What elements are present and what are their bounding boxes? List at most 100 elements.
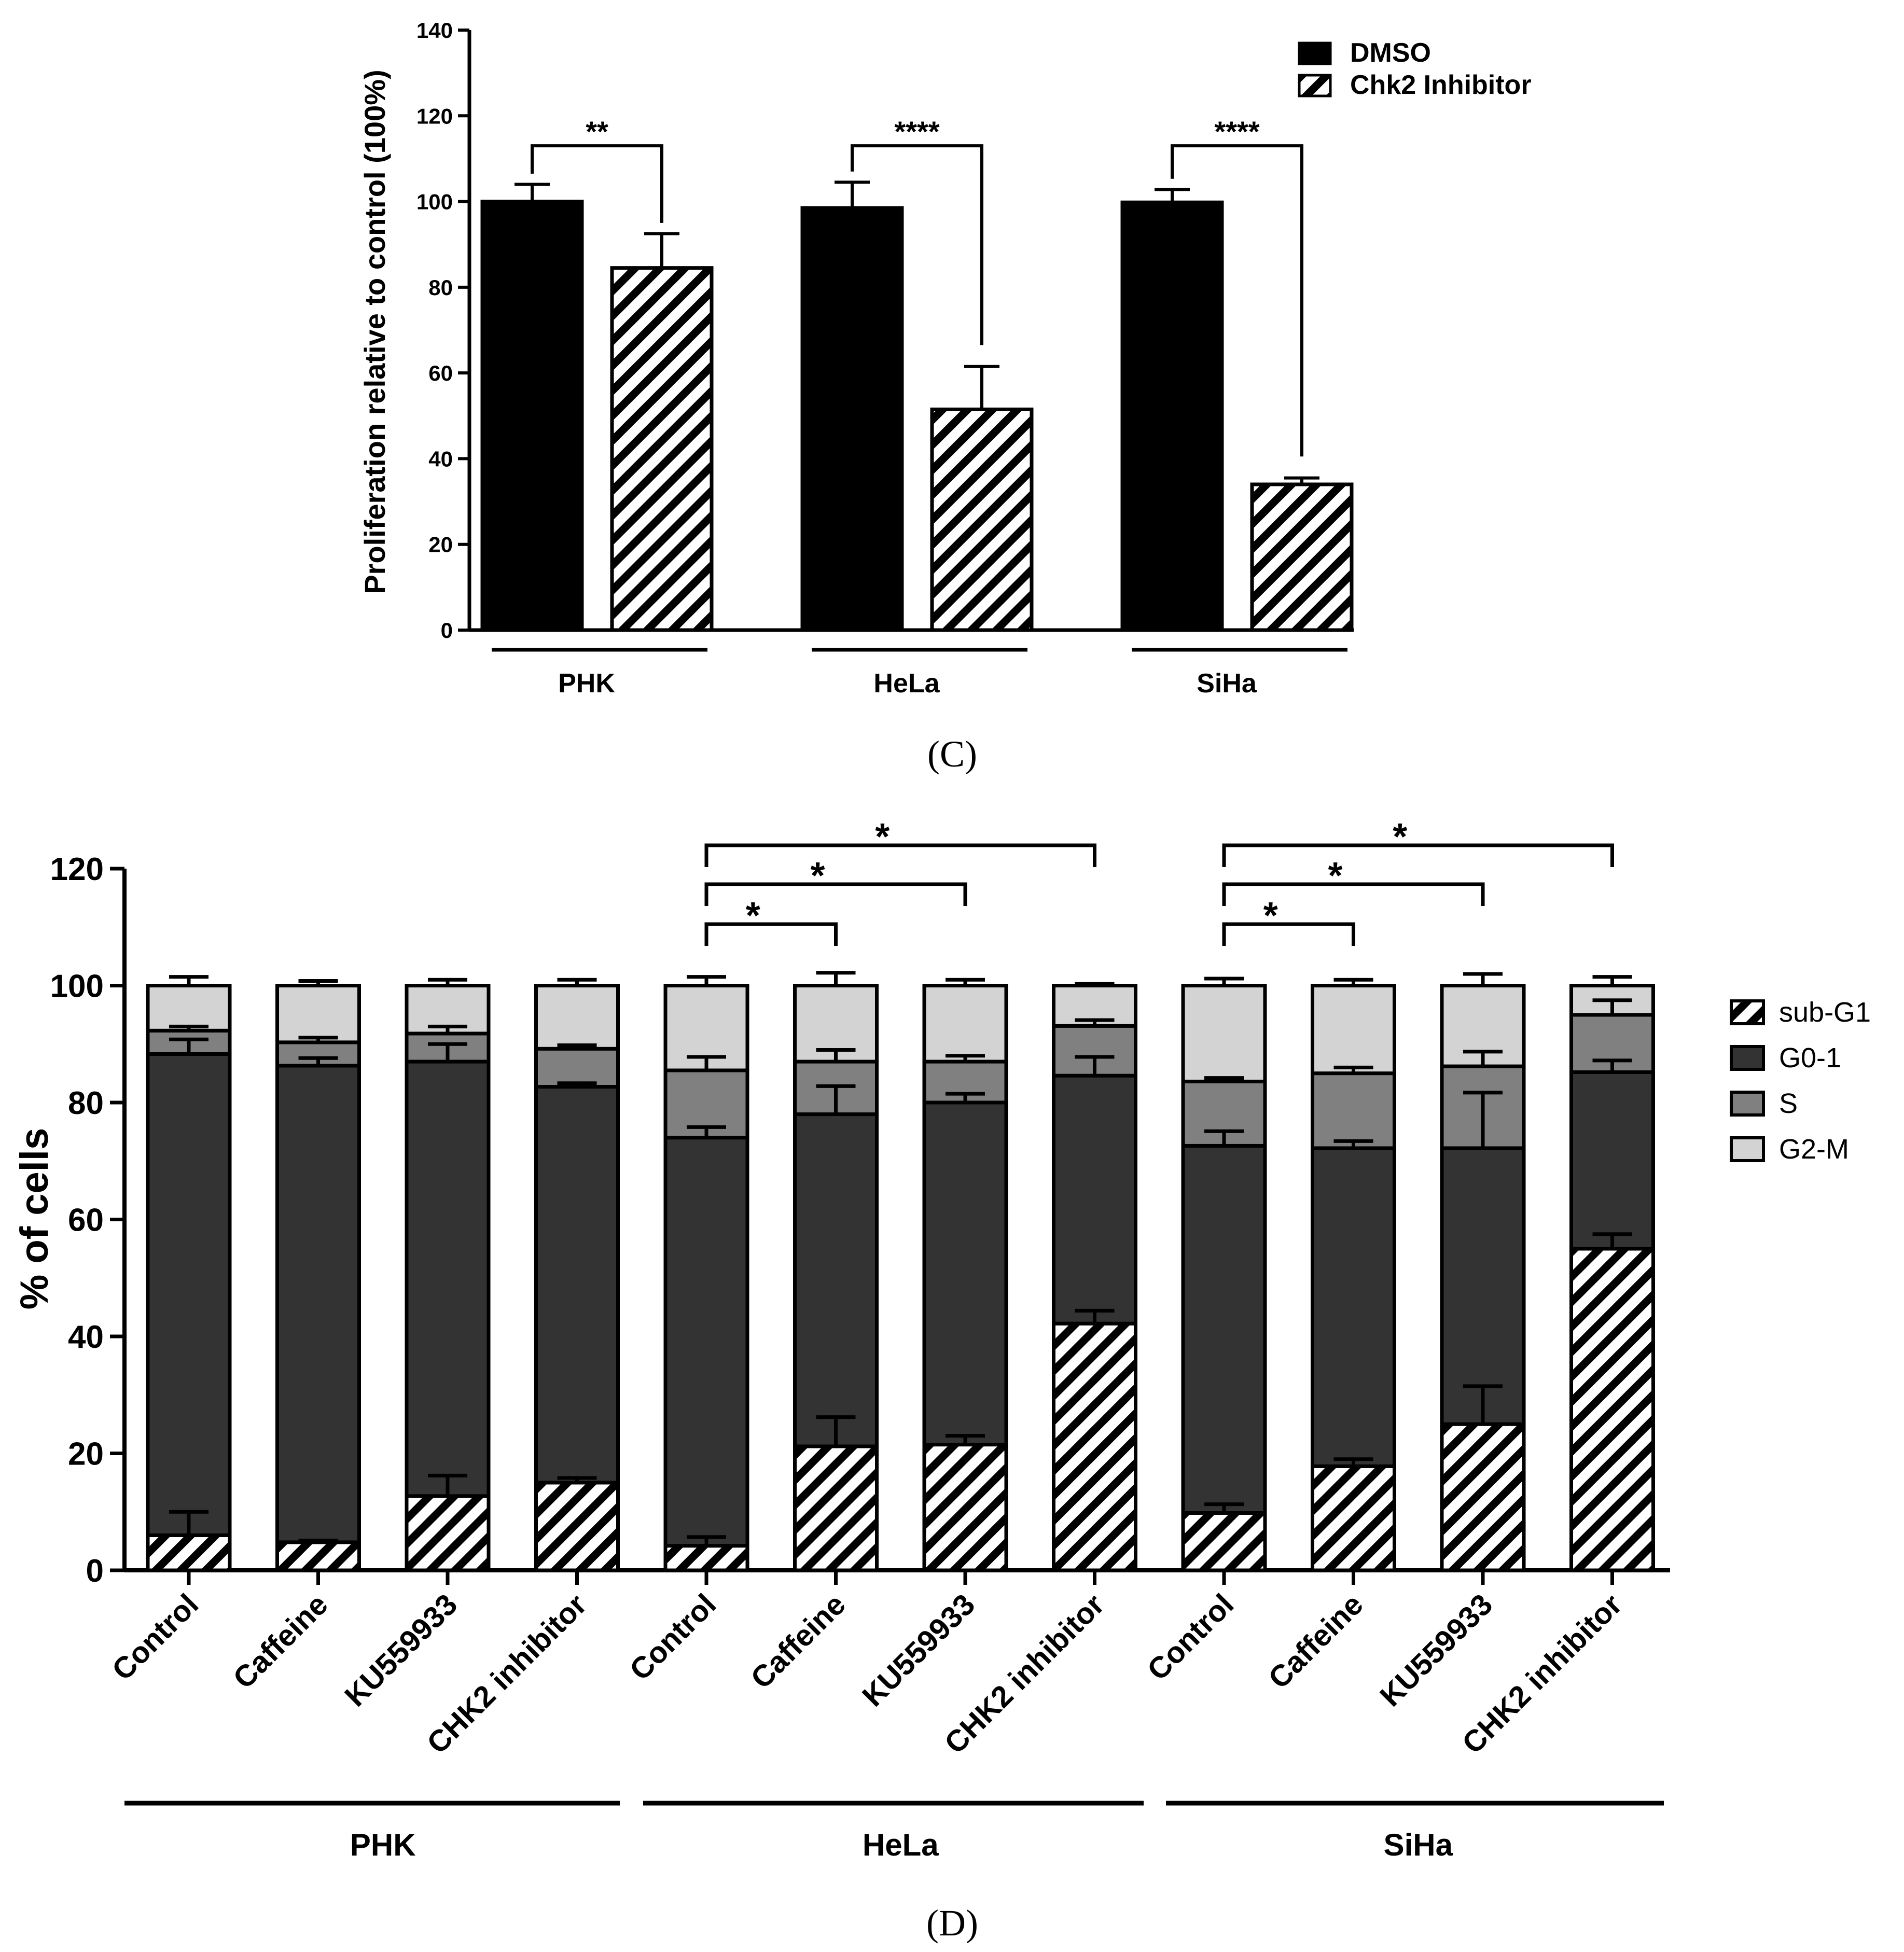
bar-phk-dmso [480,200,584,632]
bar-siha-dmso [1120,200,1224,632]
legend-swatch-g2-m [1730,1136,1765,1162]
legend-label-sub-g1: sub-G1 [1779,997,1871,1028]
y-tick-label-140: 140 [416,18,453,43]
y-tick-label-80: 80 [68,1085,104,1121]
panel-c-significance: ** **** **** [531,115,1303,457]
y-tick-label-120: 120 [50,852,104,887]
significance-label-2: * [875,816,890,858]
bar-segment-g0-1-4 [663,1136,749,1548]
legend-swatch-g0-1 [1730,1045,1765,1071]
x-tick-label-caffeine-5: Caffeine [744,1587,852,1695]
bar-segment-g0-1-0 [146,1052,232,1537]
significance-bracket-3 [1222,922,1355,946]
panel-c-bars [480,180,1354,632]
panel-c-groups: PHK HeLa SiHa [492,648,1347,699]
x-tick-label-ku559933-6: KU559933 [856,1587,981,1713]
panel-c-label: (C) [927,733,977,775]
panel-d-label: (D) [926,1902,978,1944]
bar-segment-sub-g1-8 [1181,1511,1267,1572]
x-tick-label-ku559933-10: KU559933 [1373,1587,1499,1713]
legend-label-g2-m: G2-M [1779,1134,1849,1165]
significance-bracket-5 [1222,843,1614,867]
legend-swatch-dmso [1298,41,1332,65]
x-tick-label-ku559933-2: KU559933 [338,1587,464,1713]
legend-swatch-chk2-inhibitor [1298,74,1332,97]
significance-bracket-4 [1222,882,1485,906]
x-tick-label-control-0: Control [105,1587,205,1687]
group-label-siha: SiHa [1197,668,1257,699]
panel-d-error-bars [169,971,1632,1546]
bar-segment-g2-m-3 [534,984,620,1051]
bar-phk-chk2-inhibitor [610,266,714,632]
bar-segment-g0-1-10 [1440,1146,1526,1426]
x-tick-label-caffeine-9: Caffeine [1262,1587,1370,1695]
x-tick-label-control-4: Control [623,1587,722,1687]
significance-label-siha: **** [1214,115,1259,148]
panel-c-y-ticks: 0 20 40 60 80 100 120 140 [416,18,469,643]
significance-label-4: * [1328,855,1342,897]
legend-label-s: S [1779,1088,1798,1119]
bar-segment-sub-g1-1 [275,1540,361,1572]
bar-segment-sub-g1-7 [1052,1321,1137,1572]
legend-swatch-s [1730,1091,1765,1117]
panel-d-bars [146,984,1655,1585]
panel-d-groups: PHK HeLa SiHa [124,1801,1664,1862]
y-tick-label-40: 40 [68,1319,104,1355]
group-label-hela: HeLa [873,668,940,699]
bar-segment-sub-g1-4 [663,1544,749,1572]
bar-segment-g0-1-8 [1181,1144,1267,1515]
legend-label-dmso: DMSO [1350,38,1431,68]
y-tick-label-0: 0 [86,1553,104,1589]
significance-label-0: * [746,895,760,937]
y-tick-label-60: 60 [68,1203,104,1238]
x-tick-label-caffeine-1: Caffeine [227,1587,335,1695]
significance-bracket-hela [851,144,983,345]
group-label-siha: SiHa [1384,1828,1453,1862]
legend-swatch-sub-g1 [1730,999,1765,1025]
bar-segment-sub-g1-6 [922,1443,1008,1572]
bar-segment-g0-1-6 [922,1100,1008,1447]
y-tick-label-100: 100 [50,969,104,1005]
bar-segment-s-9 [1311,1071,1396,1150]
panel-d-y-ticks: 0 20 40 60 80 100 120 [50,852,124,1589]
bar-segment-sub-g1-2 [405,1494,491,1572]
significance-label-hela: **** [894,115,939,148]
bar-segment-sub-g1-11 [1569,1247,1655,1572]
group-label-phk: PHK [350,1828,416,1862]
legend-label-g0-1: G0-1 [1779,1042,1841,1073]
y-tick-label-60: 60 [428,361,453,385]
x-tick-label-control-8: Control [1141,1587,1240,1687]
bar-segment-g2-m-0 [146,984,232,1033]
bar-segment-g0-1-11 [1569,1070,1655,1251]
bar-hela-chk2-inhibitor [930,407,1034,632]
bar-siha-chk2-inhibitor [1250,482,1354,632]
bar-segment-g2-m-10 [1440,984,1526,1068]
bar-segment-g0-1-3 [534,1085,620,1485]
significance-label-phk: ** [586,115,608,148]
bar-segment-sub-g1-3 [534,1481,620,1572]
bar-hela-dmso [800,206,904,632]
bar-segment-g0-1-7 [1052,1073,1137,1326]
y-tick-label-40: 40 [428,447,453,471]
bar-segment-s-3 [534,1047,620,1089]
bar-segment-g2-m-8 [1181,984,1267,1083]
panel-c-legend: DMSO Chk2 Inhibitor [1298,38,1532,100]
panel-d-y-axis-label: % of cells [12,1128,57,1310]
significance-label-1: * [810,855,825,897]
y-tick-label-0: 0 [441,618,453,643]
group-label-hela: HeLa [863,1828,939,1862]
bar-segment-sub-g1-0 [146,1533,232,1572]
bar-segment-g2-m-9 [1311,984,1396,1076]
panel-d-significance: * * * * * * [704,816,1614,946]
legend-label-chk2-inhibitor: Chk2 Inhibitor [1350,70,1532,100]
y-tick-label-120: 120 [416,104,453,128]
bar-segment-g0-1-9 [1311,1146,1396,1468]
significance-bracket-1 [704,882,967,906]
significance-label-3: * [1263,895,1278,937]
panel-c-y-axis-label: Proliferation relative to control (100%) [358,69,391,594]
y-tick-label-20: 20 [68,1437,104,1472]
significance-bracket-0 [704,922,838,946]
